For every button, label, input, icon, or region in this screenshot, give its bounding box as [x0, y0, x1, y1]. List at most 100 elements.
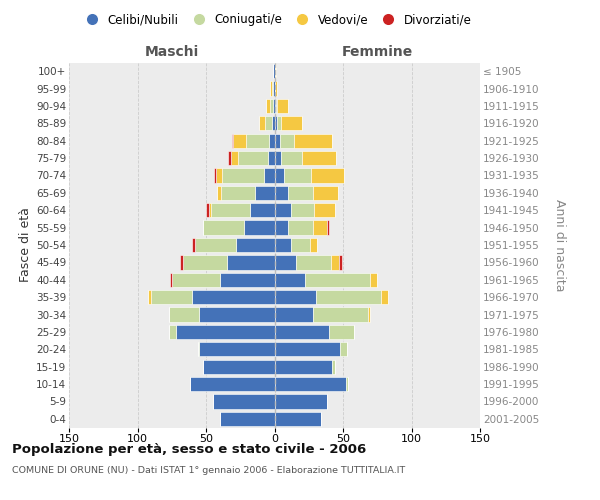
Bar [263, 168, 275, 182]
Bar [190, 377, 275, 391]
Y-axis label: Fasce di età: Fasce di età [19, 208, 32, 282]
Bar [273, 99, 275, 113]
Bar [265, 116, 272, 130]
Bar [230, 151, 238, 165]
Bar [316, 290, 382, 304]
Text: COMUNE DI ORUNE (NU) - Dati ISTAT 1° gennaio 2006 - Elaborazione TUTTITALIA.IT: COMUNE DI ORUNE (NU) - Dati ISTAT 1° gen… [12, 466, 405, 475]
Bar [273, 82, 275, 96]
Bar [223, 168, 263, 182]
Bar [281, 151, 302, 165]
Bar [291, 238, 310, 252]
Bar [214, 168, 215, 182]
Bar [277, 116, 281, 130]
Text: Femmine: Femmine [341, 45, 413, 59]
Bar [259, 116, 265, 130]
Bar [275, 238, 291, 252]
Bar [314, 203, 335, 218]
Y-axis label: Anni di nascita: Anni di nascita [553, 198, 566, 291]
Bar [275, 325, 329, 339]
Bar [215, 168, 223, 182]
Bar [331, 256, 339, 270]
Bar [206, 203, 209, 218]
Bar [227, 256, 275, 270]
Bar [211, 203, 250, 218]
Bar [339, 256, 341, 270]
Bar [275, 151, 281, 165]
Bar [199, 342, 275, 356]
Bar [293, 134, 332, 148]
Bar [370, 272, 377, 287]
Bar [220, 412, 275, 426]
Bar [288, 220, 313, 234]
Bar [269, 134, 275, 148]
Bar [169, 308, 199, 322]
Bar [332, 360, 335, 374]
Bar [203, 220, 244, 234]
Bar [275, 134, 280, 148]
Bar [291, 203, 314, 218]
Bar [275, 272, 305, 287]
Bar [313, 220, 326, 234]
Bar [275, 342, 340, 356]
Bar [268, 151, 275, 165]
Bar [273, 64, 275, 78]
Bar [310, 238, 317, 252]
Bar [284, 168, 311, 182]
Text: Popolazione per età, sesso e stato civile - 2006: Popolazione per età, sesso e stato civil… [12, 442, 366, 456]
Bar [221, 186, 256, 200]
Bar [220, 272, 275, 287]
Bar [275, 168, 284, 182]
Bar [382, 290, 388, 304]
Bar [275, 256, 296, 270]
Bar [275, 360, 332, 374]
Bar [256, 186, 275, 200]
Bar [305, 272, 370, 287]
Bar [169, 325, 176, 339]
Bar [233, 134, 246, 148]
Bar [296, 256, 331, 270]
Bar [170, 272, 172, 287]
Bar [311, 168, 344, 182]
Bar [271, 82, 272, 96]
Bar [213, 394, 275, 408]
Bar [275, 116, 277, 130]
Bar [275, 220, 288, 234]
Bar [313, 308, 368, 322]
Bar [192, 238, 195, 252]
Bar [275, 377, 346, 391]
Bar [195, 238, 236, 252]
Legend: Celibi/Nubili, Coniugati/e, Vedovi/e, Divorziati/e: Celibi/Nubili, Coniugati/e, Vedovi/e, Di… [76, 8, 476, 31]
Bar [272, 116, 275, 130]
Bar [288, 186, 313, 200]
Bar [275, 64, 276, 78]
Bar [148, 290, 151, 304]
Bar [193, 290, 275, 304]
Bar [250, 203, 275, 218]
Bar [172, 272, 220, 287]
Bar [302, 151, 336, 165]
Bar [275, 99, 276, 113]
Bar [203, 360, 275, 374]
Bar [271, 99, 273, 113]
Bar [180, 256, 183, 270]
Bar [183, 256, 227, 270]
Bar [232, 134, 233, 148]
Bar [228, 151, 230, 165]
Bar [280, 134, 293, 148]
Bar [209, 203, 211, 218]
Bar [151, 290, 193, 304]
Bar [236, 238, 275, 252]
Bar [238, 151, 268, 165]
Bar [275, 290, 316, 304]
Bar [275, 394, 326, 408]
Bar [281, 116, 302, 130]
Bar [275, 308, 313, 322]
Bar [368, 308, 370, 322]
Bar [272, 82, 273, 96]
Bar [326, 220, 329, 234]
Bar [276, 99, 277, 113]
Bar [275, 412, 321, 426]
Bar [275, 203, 291, 218]
Text: Maschi: Maschi [145, 45, 199, 59]
Bar [346, 377, 349, 391]
